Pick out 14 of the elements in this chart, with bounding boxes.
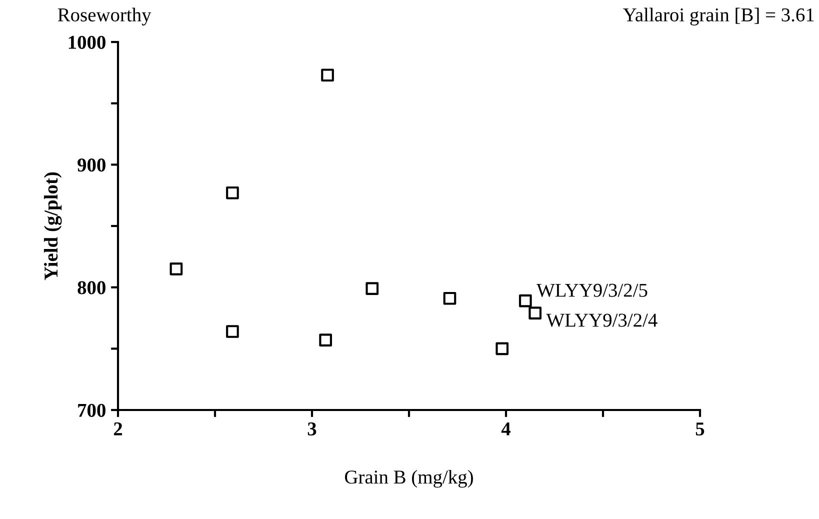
text: Yallaroi grain [B] = 3.61 bbox=[623, 8, 814, 26]
x-tick-label: 4 bbox=[501, 422, 510, 436]
x-tick-label: 3 bbox=[308, 422, 316, 436]
text: Roseworthy bbox=[58, 8, 152, 26]
annotation: WLYY9/3/2/5 bbox=[536, 284, 648, 297]
y-tick-label: 800 bbox=[78, 281, 106, 294]
y-tick-label: 900 bbox=[78, 158, 106, 172]
y-axis-title: Yield (g/plot) bbox=[44, 172, 62, 280]
y-tick-label: 1000 bbox=[68, 36, 106, 49]
annotation: WLYY9/3/2/4 bbox=[546, 314, 658, 327]
y-tick-label: 700 bbox=[78, 404, 106, 417]
x-axis-title: Grain B (mg/kg) bbox=[344, 470, 473, 488]
x-tick-label: 5 bbox=[696, 422, 704, 436]
x-tick-label: 2 bbox=[114, 422, 122, 436]
